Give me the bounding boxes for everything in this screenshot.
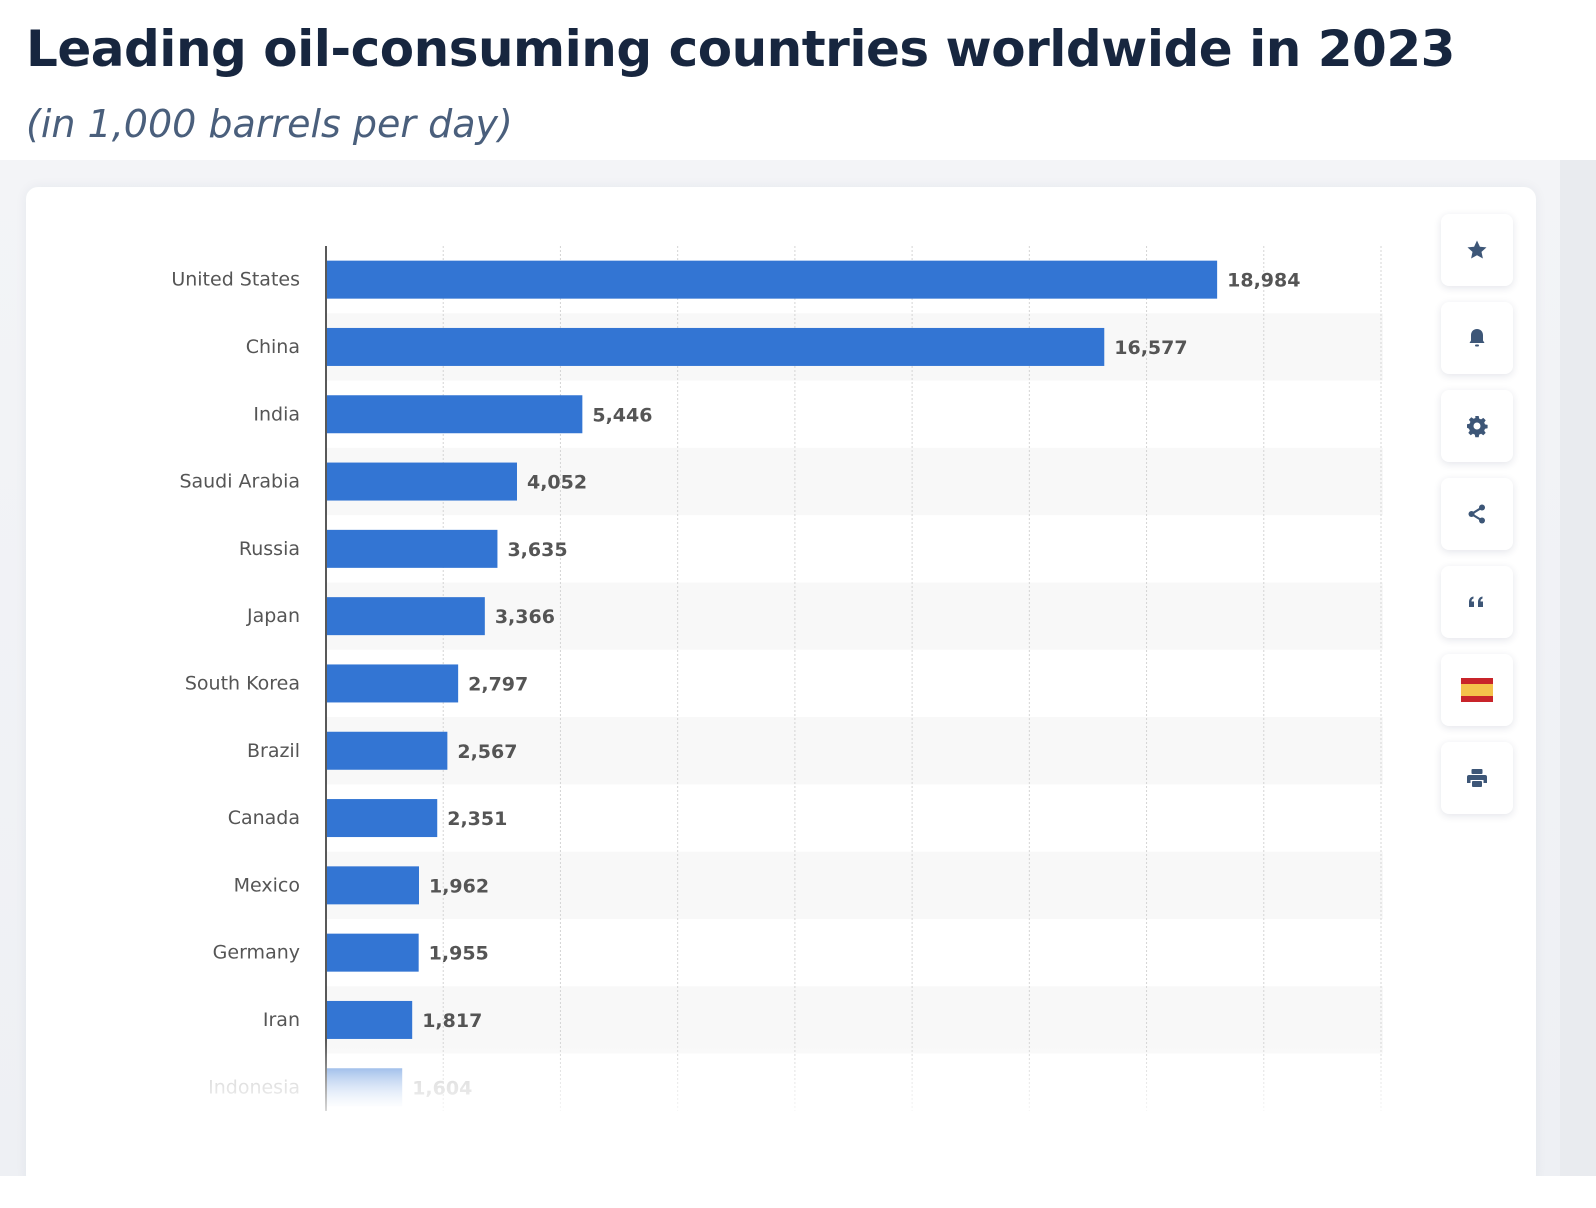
category-label: Japan <box>246 605 300 627</box>
bar <box>327 664 459 703</box>
value-label: 3,635 <box>507 539 567 561</box>
bar <box>327 462 517 501</box>
category-label: Iran <box>263 1009 300 1031</box>
category-label: United States <box>171 269 300 291</box>
favorite-button[interactable] <box>1441 214 1513 286</box>
print-button[interactable] <box>1441 742 1513 814</box>
bar <box>327 260 1218 299</box>
bottom-edge <box>0 1176 1596 1208</box>
category-label: Mexico <box>234 874 300 896</box>
share-icon <box>1468 504 1485 524</box>
share-button[interactable] <box>1441 478 1513 550</box>
category-label: Germany <box>213 942 300 964</box>
category-label: Canada <box>228 807 300 829</box>
value-label: 16,577 <box>1114 337 1187 359</box>
chart-toolbar <box>1441 214 1513 830</box>
notification-button[interactable] <box>1441 302 1513 374</box>
value-label: 1,817 <box>422 1010 482 1032</box>
category-label: Indonesia <box>208 1076 300 1098</box>
category-label: Saudi Arabia <box>179 471 300 493</box>
category-label: Russia <box>239 538 300 560</box>
value-label: 4,052 <box>527 472 587 494</box>
bar <box>327 731 448 770</box>
row-band <box>326 717 1383 785</box>
bar <box>327 529 498 568</box>
category-label: India <box>253 403 300 425</box>
bar <box>327 933 419 972</box>
quote-icon <box>1469 596 1483 607</box>
value-label: 2,797 <box>468 673 528 695</box>
value-label: 1,955 <box>429 943 489 965</box>
value-label: 2,567 <box>457 741 517 763</box>
bar <box>327 327 1105 366</box>
printer-icon <box>1467 769 1487 787</box>
category-label: China <box>246 336 300 358</box>
value-label: 2,351 <box>447 808 507 830</box>
language-button[interactable] <box>1441 654 1513 726</box>
row-band <box>326 582 1383 650</box>
category-label: South Korea <box>185 672 300 694</box>
spain-flag-icon <box>1461 678 1493 702</box>
bar <box>327 597 485 636</box>
settings-button[interactable] <box>1441 390 1513 462</box>
value-label: 1,962 <box>429 875 489 897</box>
value-label: 1,604 <box>412 1077 472 1099</box>
bar <box>327 1068 403 1107</box>
bar <box>327 395 583 434</box>
citation-button[interactable] <box>1441 566 1513 638</box>
chart-title: Leading oil-consuming countries worldwid… <box>26 20 1455 78</box>
value-label: 3,366 <box>495 606 555 628</box>
star-icon <box>1467 240 1487 259</box>
bar <box>327 799 438 838</box>
gear-icon <box>1467 416 1488 438</box>
scroll-area-edge <box>1560 160 1596 1208</box>
row-band <box>326 986 1383 1054</box>
bell-icon <box>1469 329 1485 347</box>
chart-subtitle: (in 1,000 barrels per day) <box>26 102 513 146</box>
value-label: 5,446 <box>592 404 652 426</box>
bar <box>327 866 419 905</box>
bar <box>327 1000 413 1039</box>
category-label: Brazil <box>247 740 300 762</box>
row-band <box>326 851 1383 919</box>
value-label: 18,984 <box>1227 270 1300 292</box>
